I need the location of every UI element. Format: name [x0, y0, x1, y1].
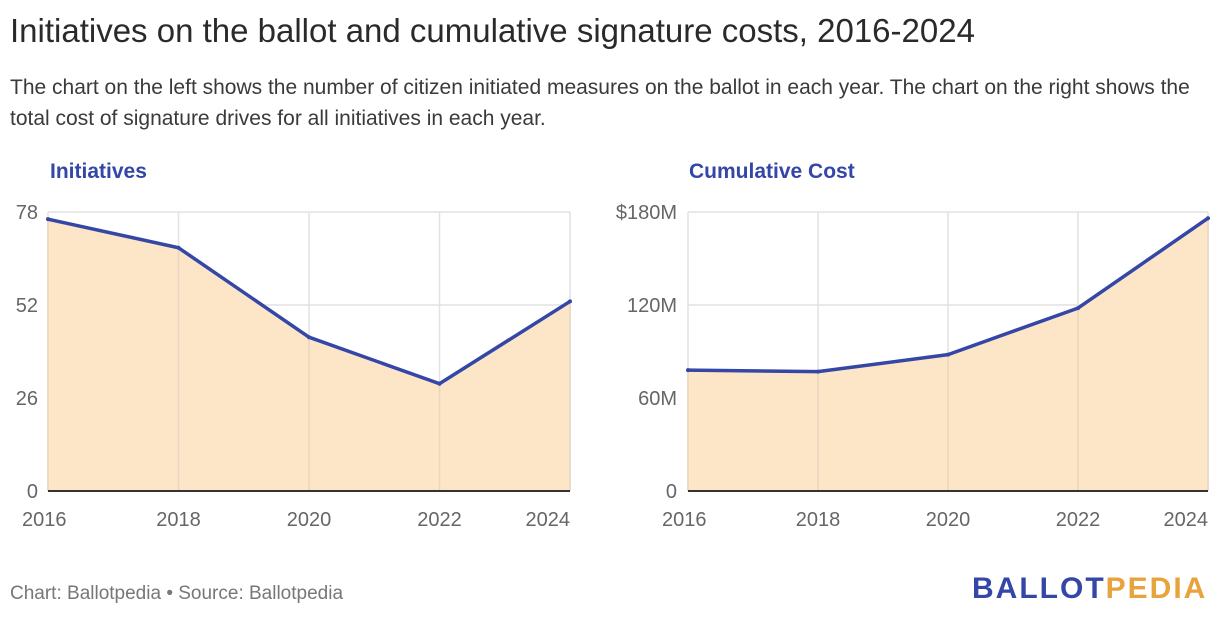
- data-point: [1076, 306, 1080, 311]
- y-tick-label: 0: [27, 481, 38, 503]
- initiatives-chart: 0 26 52 78 2016 2018 2020 2022 2024: [16, 202, 572, 531]
- data-point: [816, 369, 820, 374]
- y-tick-label: $180M: [616, 202, 677, 224]
- y-tick-label: 60M: [638, 388, 677, 410]
- x-tick-label: 2018: [156, 509, 201, 531]
- x-tick-label: 2016: [662, 509, 707, 531]
- cumulative-cost-chart: 0 60M 120M $180M 2016 2018 2020 2022 2024: [616, 202, 1210, 531]
- data-point: [686, 368, 690, 373]
- y-tick-label: 78: [16, 202, 38, 224]
- data-point: [46, 217, 50, 222]
- logo-pedia-text: PEDIA: [1105, 572, 1208, 605]
- data-point: [1206, 216, 1210, 221]
- data-point: [176, 245, 181, 250]
- chart-description: The chart on the left shows the number o…: [10, 76, 1190, 130]
- x-tick-label: 2022: [417, 509, 462, 531]
- logo-ballot-text: BALLOT: [972, 572, 1106, 605]
- ballotpedia-logo: BALLOTPEDIA: [972, 572, 1207, 606]
- x-tick-label: 2020: [926, 509, 971, 531]
- x-tick-label: 2024: [1164, 509, 1209, 531]
- x-tick-label: 2024: [526, 509, 571, 531]
- data-point: [307, 335, 311, 340]
- x-tick-label: 2018: [796, 509, 841, 531]
- x-tick-label: 2016: [22, 509, 67, 531]
- right-panel-title: Cumulative Cost: [689, 160, 855, 183]
- chart-title: Initiatives on the ballot and cumulative…: [10, 12, 975, 49]
- data-point: [437, 381, 442, 386]
- data-point: [568, 299, 572, 304]
- left-panel-title: Initiatives: [50, 160, 147, 183]
- source-credit: Chart: Ballotpedia • Source: Ballotpedia: [10, 583, 344, 604]
- x-tick-label: 2020: [287, 509, 332, 531]
- data-point: [946, 352, 950, 357]
- y-tick-label: 52: [16, 295, 38, 317]
- y-tick-label: 120M: [627, 295, 677, 317]
- x-tick-label: 2022: [1056, 509, 1101, 531]
- y-tick-label: 26: [16, 388, 38, 410]
- y-tick-label: 0: [666, 481, 677, 503]
